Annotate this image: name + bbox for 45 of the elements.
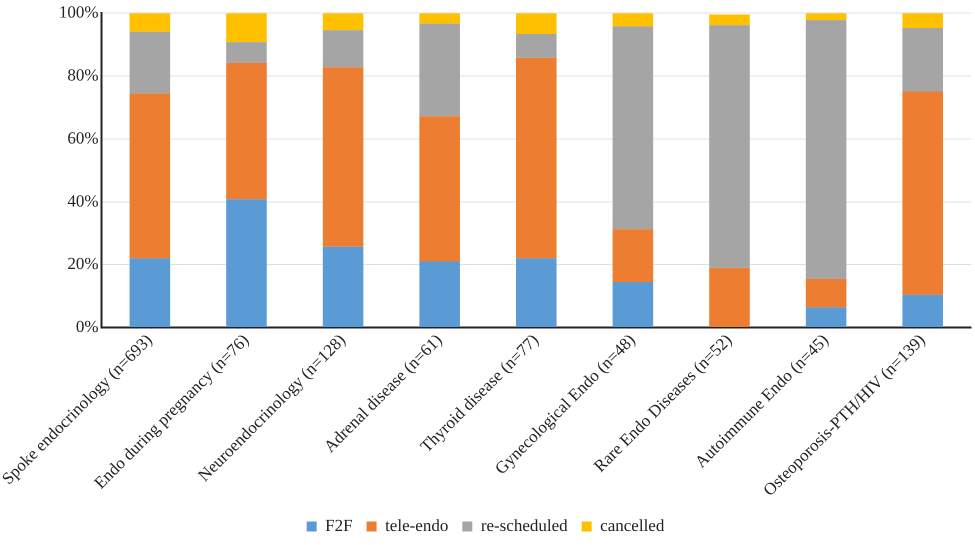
bar [419, 24, 460, 116]
bar [612, 229, 654, 282]
bar [226, 62, 267, 200]
bar [226, 199, 267, 328]
y-tick-label: 60% [67, 128, 99, 148]
bar [612, 13, 654, 26]
bar [709, 25, 750, 268]
bar [612, 26, 654, 230]
bar [130, 13, 170, 32]
bar [902, 91, 943, 295]
bar [709, 268, 750, 328]
y-tick-label: 100% [58, 2, 99, 22]
bar [130, 94, 170, 258]
legend-label: re-scheduled [480, 516, 568, 535]
bar [806, 20, 846, 279]
bar [902, 13, 943, 28]
bar [419, 13, 460, 24]
bar [516, 13, 557, 34]
bar [612, 282, 654, 328]
bar [516, 58, 557, 258]
y-tick-label: 0% [76, 317, 99, 336]
y-tick-label: 20% [67, 254, 99, 274]
bar [130, 32, 170, 94]
bar [226, 42, 267, 63]
legend-label: cancelled [600, 516, 665, 535]
bar [516, 34, 557, 58]
bar [130, 258, 170, 328]
y-tick-label: 80% [67, 66, 99, 85]
bar [806, 307, 846, 328]
bar [709, 14, 750, 26]
bar [902, 294, 943, 328]
legend-label: tele-endo [385, 516, 448, 535]
bar [322, 67, 364, 247]
bar [516, 258, 557, 328]
legend-label: F2F [325, 516, 353, 535]
bar [322, 30, 364, 68]
bar [322, 246, 364, 328]
bar [806, 278, 846, 308]
bar [226, 13, 267, 42]
bar [322, 13, 364, 30]
bar [419, 116, 460, 262]
bar [806, 13, 846, 20]
y-tick-label: 40% [67, 191, 99, 210]
bar [419, 262, 460, 328]
bar [902, 28, 943, 92]
